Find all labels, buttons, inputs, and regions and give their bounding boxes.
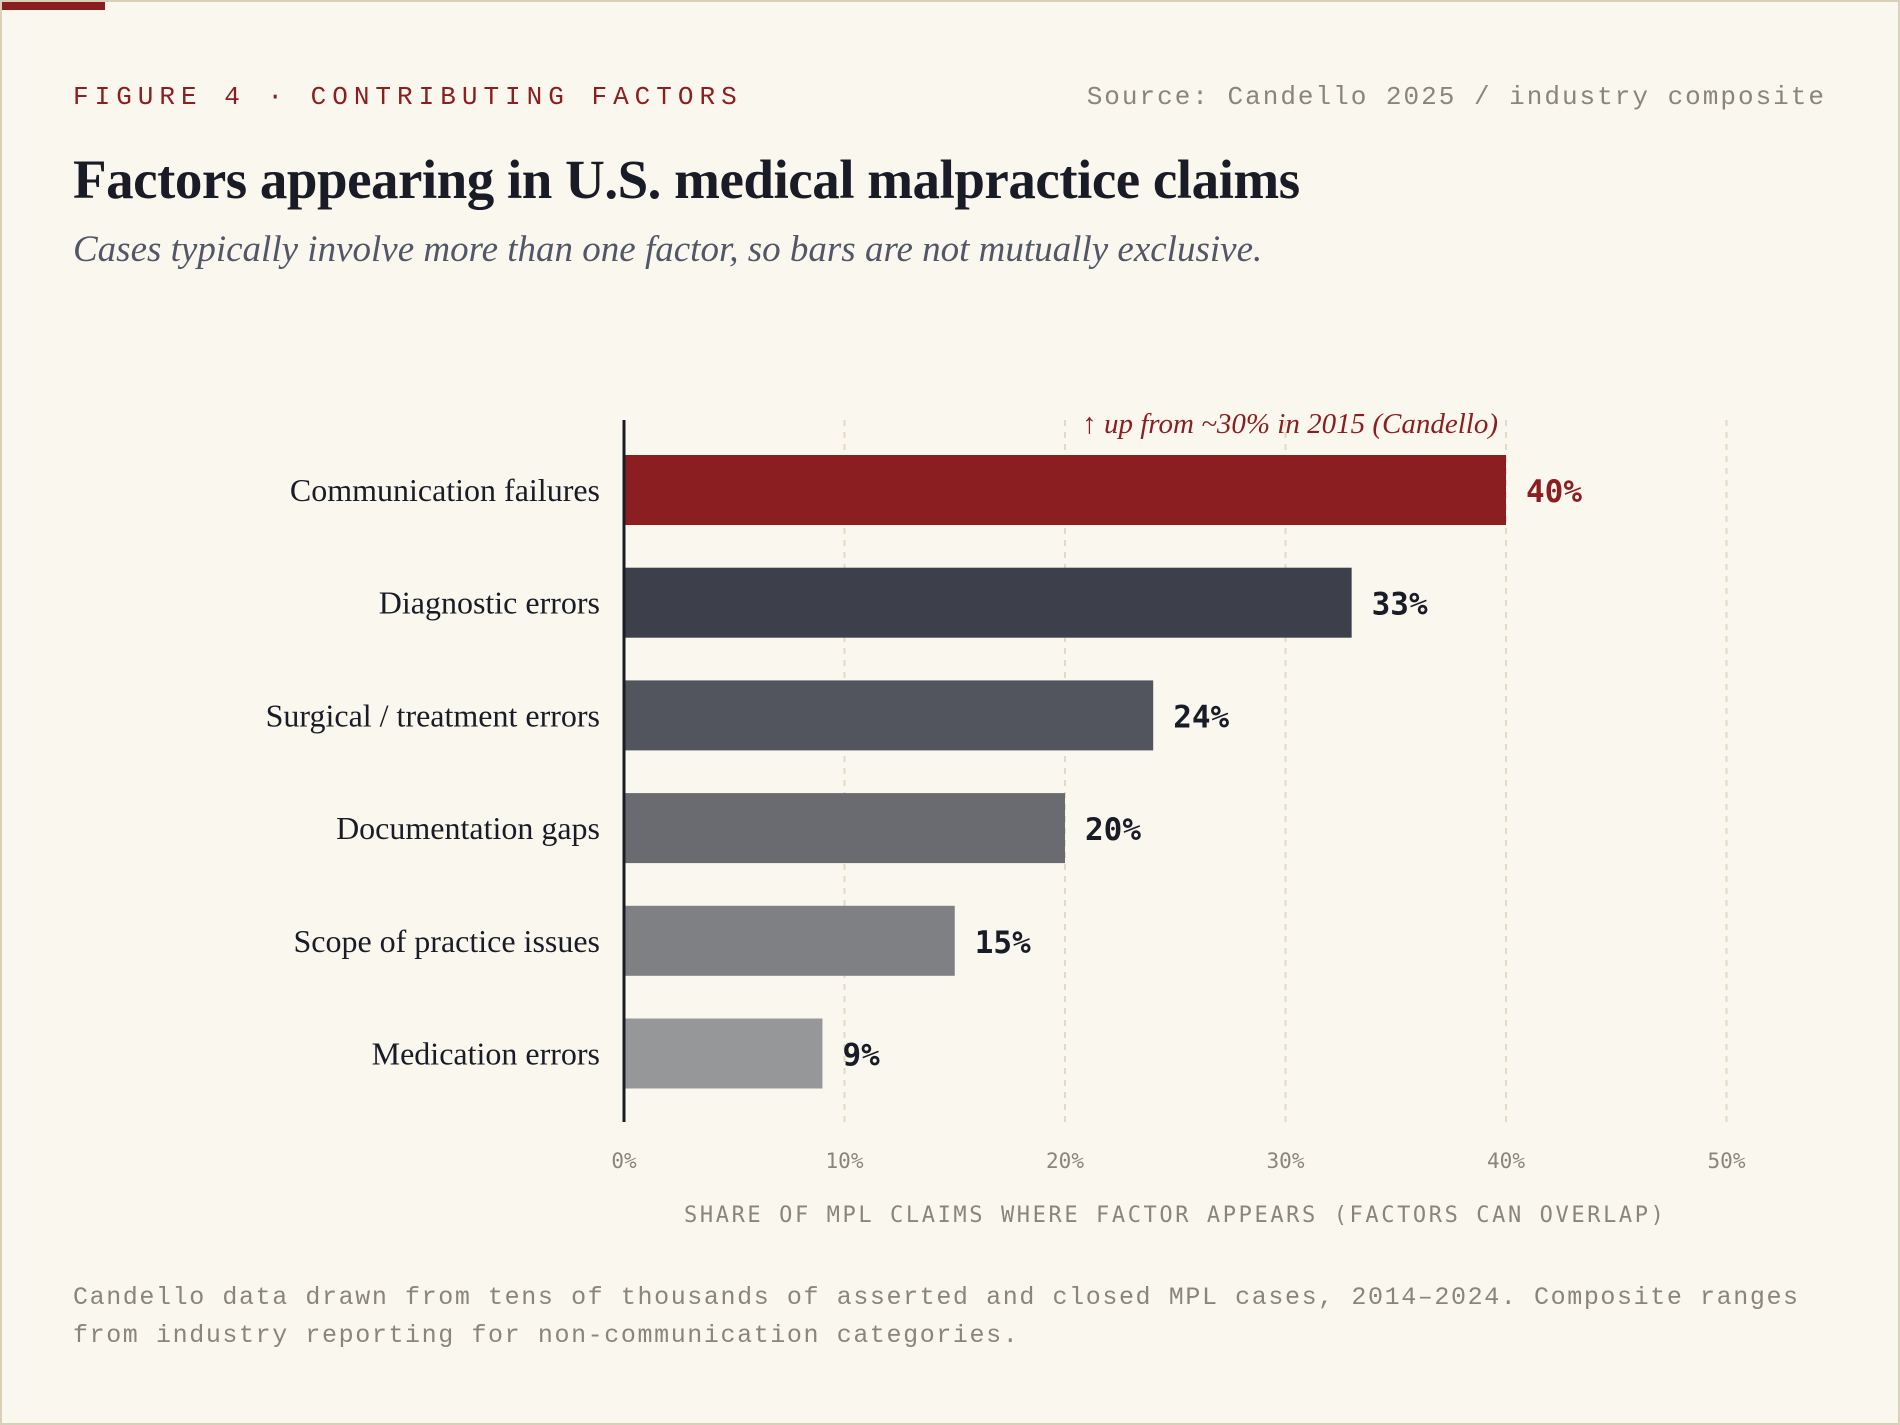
category-label: Diagnostic errors [379,585,600,621]
value-label: 15% [975,925,1031,961]
value-label: 20% [1085,812,1141,848]
x-tick-label: 40% [1487,1149,1525,1173]
x-tick-label: 10% [826,1149,864,1173]
x-tick-label: 30% [1267,1149,1305,1173]
x-tick-label: 50% [1708,1149,1746,1173]
value-label: 33% [1372,587,1428,623]
bar [624,567,1352,638]
bar [624,455,1506,525]
category-label: Surgical / treatment errors [266,697,600,733]
source-note: Source: Candello 2025 / industry composi… [1086,82,1826,112]
x-tick-label: 0% [611,1149,637,1173]
bar [624,680,1154,751]
figure-kicker: FIGURE 4 · CONTRIBUTING FACTORS [73,82,743,112]
annotation: ↑ up from ~30% in 2015 (Candello) [1082,408,1498,440]
footnote: Candello data drawn from tens of thousan… [73,1283,1800,1350]
category-label: Scope of practice issues [293,923,600,959]
x-tick-label: 20% [1046,1149,1084,1173]
accent-bar [2,2,105,10]
x-axis-title: SHARE OF MPL CLAIMS WHERE FACTOR APPEARS… [684,1203,1666,1228]
value-label: 9% [842,1038,880,1074]
category-label: Documentation gaps [336,810,600,846]
chart-subtitle: Cases typically involve more than one fa… [73,229,1263,270]
bar [624,905,955,976]
category-label: Medication errors [372,1036,600,1072]
value-label: 24% [1173,699,1229,735]
category-label: Communication failures [290,472,600,508]
chart-title: Factors appearing in U.S. medical malpra… [73,149,1300,210]
bar [624,1018,823,1089]
bar [624,793,1065,864]
value-label: 40% [1526,474,1582,510]
